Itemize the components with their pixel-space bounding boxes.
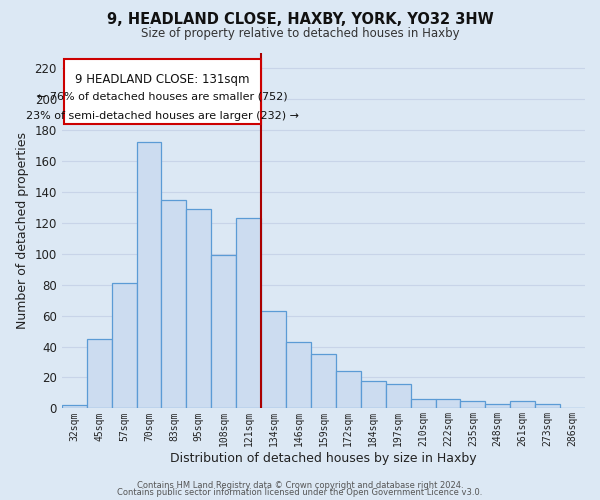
X-axis label: Distribution of detached houses by size in Haxby: Distribution of detached houses by size …	[170, 452, 477, 465]
Bar	[410, 399, 436, 408]
Text: 9 HEADLAND CLOSE: 131sqm: 9 HEADLAND CLOSE: 131sqm	[76, 72, 250, 86]
Bar	[137, 142, 161, 408]
Bar	[485, 404, 510, 408]
Bar	[112, 283, 137, 408]
Bar	[336, 372, 361, 408]
Y-axis label: Number of detached properties: Number of detached properties	[16, 132, 29, 329]
Bar	[311, 354, 336, 408]
Text: Size of property relative to detached houses in Haxby: Size of property relative to detached ho…	[140, 28, 460, 40]
Bar	[386, 384, 410, 408]
Bar	[62, 406, 87, 408]
Text: ← 76% of detached houses are smaller (752): ← 76% of detached houses are smaller (75…	[37, 92, 288, 102]
Bar	[535, 404, 560, 408]
Bar	[460, 400, 485, 408]
Bar	[64, 58, 261, 124]
Bar	[87, 339, 112, 408]
Bar	[236, 218, 261, 408]
Text: 9, HEADLAND CLOSE, HAXBY, YORK, YO32 3HW: 9, HEADLAND CLOSE, HAXBY, YORK, YO32 3HW	[107, 12, 493, 28]
Bar	[510, 400, 535, 408]
Text: Contains HM Land Registry data © Crown copyright and database right 2024.: Contains HM Land Registry data © Crown c…	[137, 481, 463, 490]
Bar	[161, 200, 187, 408]
Bar	[187, 209, 211, 408]
Bar	[261, 311, 286, 408]
Text: 23% of semi-detached houses are larger (232) →: 23% of semi-detached houses are larger (…	[26, 112, 299, 122]
Bar	[361, 380, 386, 408]
Text: Contains public sector information licensed under the Open Government Licence v3: Contains public sector information licen…	[118, 488, 482, 497]
Bar	[211, 255, 236, 408]
Bar	[286, 342, 311, 408]
Bar	[436, 399, 460, 408]
